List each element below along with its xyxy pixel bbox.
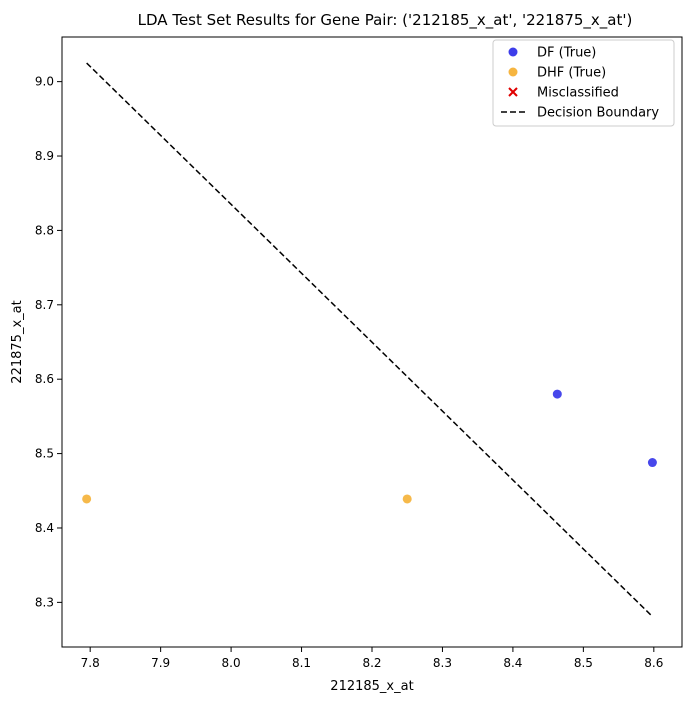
y-tick-label: 8.8 bbox=[35, 223, 54, 237]
legend-label: DF (True) bbox=[537, 46, 596, 61]
y-tick-label: 8.4 bbox=[35, 521, 54, 535]
x-axis-label: 212185_x_at bbox=[330, 679, 413, 694]
legend-dot-swatch bbox=[508, 67, 518, 77]
plot-area bbox=[82, 62, 657, 618]
legend-box bbox=[492, 39, 675, 127]
y-tick-label: 8.6 bbox=[35, 372, 54, 386]
x-tick-label: 8.1 bbox=[292, 656, 311, 670]
dhf-true-point bbox=[402, 494, 412, 504]
x-tick-label: 8.0 bbox=[222, 656, 241, 670]
x-tick-label: 7.9 bbox=[151, 656, 170, 670]
df-true-point bbox=[647, 458, 657, 468]
y-tick-label: 8.5 bbox=[35, 447, 54, 461]
legend-label: Decision Boundary bbox=[537, 106, 659, 121]
y-axis: 8.3 8.4 8.5 8.6 8.7 8.8 8.9 9.0 bbox=[35, 75, 62, 609]
chart-title: LDA Test Set Results for Gene Pair: ('21… bbox=[138, 11, 633, 30]
legend-label: Misclassified bbox=[537, 86, 619, 101]
y-axis-label: 221875_x_at bbox=[10, 300, 25, 383]
x-tick-label: 8.2 bbox=[362, 656, 381, 670]
x-tick-label: 8.3 bbox=[433, 656, 452, 670]
y-tick-label: 9.0 bbox=[35, 75, 54, 89]
legend: DF (True) DHF (True) Misclassified Decision… bbox=[492, 39, 675, 127]
legend-entry: DHF (True) bbox=[508, 66, 606, 81]
x-axis: 7.8 7.9 8.0 8.1 8.2 8.3 8.4 8.5 8.6 bbox=[81, 647, 663, 670]
x-tick-label: 8.6 bbox=[644, 656, 663, 670]
legend-entry: Misclassified bbox=[508, 86, 619, 101]
legend-label: DHF (True) bbox=[537, 66, 606, 81]
dhf-true-point bbox=[82, 494, 92, 504]
x-tick-label: 7.8 bbox=[81, 656, 100, 670]
decision-boundary-line bbox=[86, 62, 653, 618]
legend-dot-swatch bbox=[508, 47, 518, 57]
y-tick-label: 8.9 bbox=[35, 149, 54, 163]
legend-entry: Decision Boundary bbox=[501, 106, 659, 121]
y-tick-label: 8.7 bbox=[35, 298, 54, 312]
legend-x-swatch bbox=[508, 87, 518, 97]
legend-entry: DF (True) bbox=[508, 46, 596, 61]
x-tick-label: 8.4 bbox=[503, 656, 522, 670]
df-true-point bbox=[552, 389, 562, 399]
y-tick-label: 8.3 bbox=[35, 595, 54, 609]
x-tick-label: 8.5 bbox=[574, 656, 593, 670]
